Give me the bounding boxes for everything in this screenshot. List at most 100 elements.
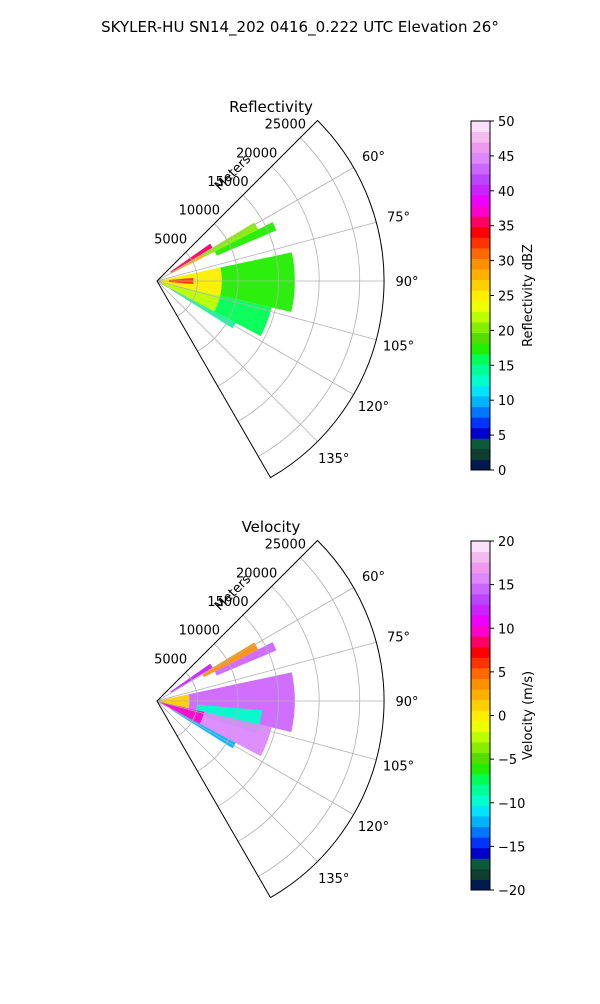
range-ring	[258, 557, 361, 877]
colorbar-tick-label: 50	[498, 115, 515, 130]
range-ring	[217, 194, 279, 387]
colorbar-segment	[471, 438, 490, 450]
colorbar-segment	[471, 406, 490, 418]
colorbar-tick-label: 15	[498, 579, 515, 594]
polar-frame	[156, 119, 385, 479]
colorbar-tick-label: −15	[498, 840, 525, 855]
colorbar-segment	[471, 879, 490, 891]
range-tick-label: 5000	[154, 232, 187, 247]
reflectivity-panel: Reflectivity60°75°90°105°120°135°5000100…	[154, 98, 536, 479]
colorbar-segment	[471, 847, 490, 859]
colorbar-segment	[471, 731, 490, 743]
azimuth-tick-label: 105°	[383, 340, 414, 355]
panel-title: Reflectivity	[229, 98, 313, 116]
range-tick-label: 5000	[154, 652, 187, 667]
radar-gate-sector	[199, 711, 272, 757]
azimuth-tick-label: 105°	[383, 760, 414, 775]
colorbar-segment	[471, 805, 490, 817]
colorbar-segment	[471, 678, 490, 690]
colorbar-segment	[471, 343, 490, 355]
range-ring	[258, 137, 361, 457]
radar-gate-sector	[170, 243, 213, 273]
colorbar-segment	[471, 184, 490, 196]
range-tick-label: 25000	[265, 118, 306, 133]
colorbar-segment	[471, 332, 490, 344]
colorbar-segment	[471, 689, 490, 701]
colorbar-tick-label: 10	[498, 394, 515, 409]
colorbar-segment	[471, 448, 490, 460]
colorbar-segment	[471, 300, 490, 312]
range-ring	[197, 643, 239, 772]
colorbar-segment	[471, 699, 490, 711]
colorbar-segment	[471, 364, 490, 376]
colorbar-segment	[471, 163, 490, 175]
azimuth-tick-label: 120°	[358, 820, 389, 835]
range-ring	[177, 252, 198, 317]
colorbar-segment	[471, 710, 490, 722]
colorbar-segment	[471, 604, 490, 616]
colorbar-label: Velocity (m/s)	[521, 671, 536, 760]
colorbar-segment	[471, 657, 490, 669]
colorbar-tick-label: 5	[498, 429, 506, 444]
azimuth-tick-label: 90°	[395, 275, 418, 290]
colorbar-tick-label: −20	[498, 884, 525, 899]
radar-data	[157, 642, 295, 757]
colorbar-segment	[471, 205, 490, 217]
colorbar-segment	[471, 427, 490, 439]
colorbar-segment	[471, 152, 490, 164]
range-tick-label: 10000	[179, 624, 220, 639]
colorbar-tick-label: 35	[498, 220, 515, 235]
panel-title: Velocity	[242, 518, 301, 536]
range-tick-label: 15000	[207, 595, 248, 610]
colorbar-segment	[471, 562, 490, 574]
radar-gate-sector	[157, 701, 205, 724]
colorbar: −20 −15 −10 −5 0 5 10 15 20 Velocity (m/s)	[470, 535, 536, 899]
radar-gate-sector	[220, 252, 295, 313]
range-tick-label: 25000	[265, 538, 306, 553]
colorbar-segment	[471, 815, 490, 828]
colorbar-segment	[471, 773, 490, 785]
azimuth-spoke	[156, 221, 377, 282]
colorbar-segment	[471, 121, 490, 133]
azimuth-spoke	[156, 700, 377, 761]
colorbar-segment	[471, 374, 490, 386]
colorbar-segment	[471, 741, 490, 754]
radar-gate-sector	[202, 642, 259, 678]
range-tick-label: 15000	[207, 175, 248, 190]
azimuth-tick-label: 135°	[318, 452, 349, 467]
colorbar-segment	[471, 636, 490, 648]
colorbar-tick-label: 45	[498, 150, 515, 165]
range-ring	[217, 614, 279, 807]
radar-gate-sector	[157, 281, 221, 312]
colorbar-segment	[471, 572, 490, 584]
colorbar-segment	[471, 226, 490, 238]
radar-gate-sector	[202, 222, 259, 258]
colorbar-segment	[471, 551, 490, 563]
colorbar-segment	[471, 794, 490, 806]
colorbar-segment	[471, 459, 490, 471]
colorbar-segment	[471, 837, 490, 849]
colorbar-tick-label: 5	[498, 666, 506, 681]
polar-grid	[156, 557, 384, 877]
colorbar-segment	[471, 667, 490, 679]
azimuth-tick-label: 60°	[362, 570, 385, 585]
azimuth-spoke	[156, 280, 354, 395]
colorbar-segment	[471, 247, 490, 259]
colorbar-segment	[471, 720, 490, 732]
range-tick-label: 10000	[179, 204, 220, 219]
azimuth-spoke	[156, 587, 354, 702]
colorbar-segment	[471, 216, 490, 228]
colorbar-label: Reflectivity dBZ	[521, 244, 536, 347]
colorbar-segment	[471, 646, 490, 658]
colorbar-tick-label: 0	[498, 710, 506, 725]
polar-grid	[156, 137, 384, 457]
range-tick-label: 20000	[236, 146, 277, 161]
colorbar-tick-label: 20	[498, 324, 515, 339]
colorbar-segment	[471, 826, 490, 838]
azimuth-tick-label: 90°	[395, 695, 418, 710]
colorbar-segment	[471, 763, 490, 775]
velocity-panel: Velocity 60° 75° 90° 105° 120° 135° 5000 10000 15…	[154, 518, 536, 899]
colorbar-tick-label: 10	[498, 622, 515, 637]
colorbar-segment	[471, 173, 490, 185]
colorbar-tick-label: 20	[498, 535, 515, 550]
